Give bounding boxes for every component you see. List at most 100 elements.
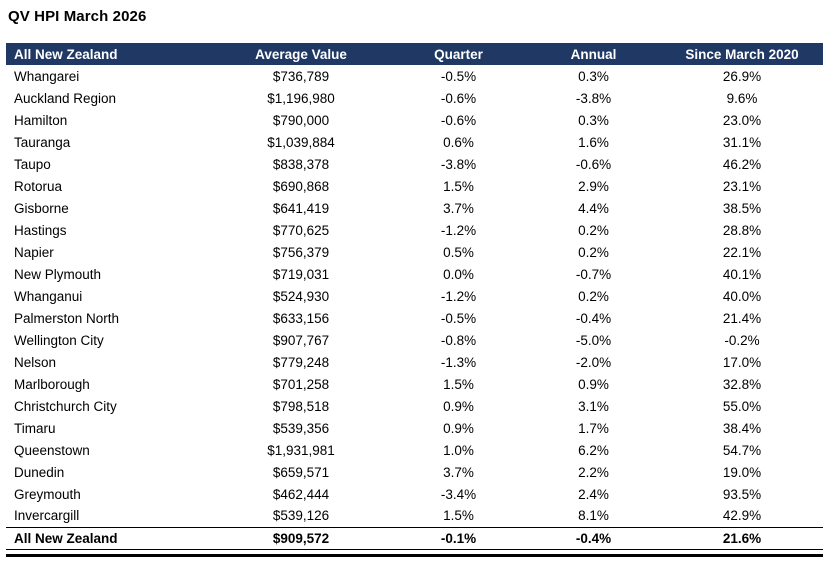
value-cell: -0.6%	[440, 112, 477, 128]
table-row: Gisborne $641,419 3.7% 4.4% 38.5%	[6, 197, 823, 219]
hpi-table: All New Zealand Average Value Quarter Annua…	[6, 43, 823, 550]
table-row: Marlborough $701,258 1.5% 0.9% 32.8%	[6, 373, 823, 395]
value-cell: $1,196,980	[267, 90, 335, 106]
value-cell: -0.2%	[724, 332, 760, 348]
value-cell: 28.8%	[722, 222, 762, 238]
value-cell: $524,930	[272, 288, 330, 304]
value-cell: -3.8%	[440, 156, 477, 172]
value-cell: -5.0%	[575, 332, 612, 348]
value-cell: -0.7%	[575, 266, 612, 282]
region-name-cell: Whanganui	[14, 288, 83, 304]
column-header-4: Since March 2020	[661, 43, 823, 65]
value-cell: 46.2%	[722, 156, 762, 172]
region-name-cell: Nelson	[14, 354, 57, 370]
value-cell: 0.0%	[443, 266, 474, 282]
value-cell: 0.2%	[578, 222, 609, 238]
value-cell: 0.2%	[578, 244, 609, 260]
table-row: Tauranga $1,039,884 0.6% 1.6% 31.1%	[6, 131, 823, 153]
region-name-cell: Napier	[14, 244, 54, 260]
table-row: Invercargill $539,126 1.5% 8.1% 42.9%	[6, 505, 823, 527]
value-cell: 31.1%	[722, 134, 762, 150]
value-cell: 2.4%	[578, 486, 609, 502]
total-value-cell: 21.6%	[661, 526, 823, 550]
value-cell: -1.2%	[440, 288, 477, 304]
value-cell: 2.9%	[578, 178, 609, 194]
value-cell: 0.9%	[443, 420, 474, 436]
value-cell: -0.5%	[440, 310, 477, 326]
value-cell: $659,571	[272, 464, 330, 480]
region-name-cell: Invercargill	[14, 508, 80, 524]
table-row: Queenstown $1,931,981 1.0% 6.2% 54.7%	[6, 439, 823, 461]
value-cell: -0.6%	[575, 156, 612, 172]
value-cell: 1.5%	[443, 178, 474, 194]
value-cell: 26.9%	[722, 68, 762, 84]
value-cell: -3.4%	[440, 486, 477, 502]
value-cell: 1.7%	[578, 420, 609, 436]
value-cell: $736,789	[272, 68, 330, 84]
value-cell: -0.6%	[440, 90, 477, 106]
table-row: Hastings $770,625 -1.2% 0.2% 28.8%	[6, 219, 823, 241]
value-cell: 3.7%	[443, 464, 474, 480]
page-title: QV HPI March 2026	[8, 8, 147, 25]
column-header-3: Annual	[526, 43, 661, 65]
table-row: Dunedin $659,571 3.7% 2.2% 19.0%	[6, 461, 823, 483]
table-row: Rotorua $690,868 1.5% 2.9% 23.1%	[6, 175, 823, 197]
table-row: Auckland Region $1,196,980 -0.6% -3.8% 9.6%	[6, 87, 823, 109]
value-cell: 1.5%	[443, 376, 474, 392]
value-cell: $756,379	[272, 244, 330, 260]
value-cell: $462,444	[272, 486, 330, 502]
value-cell: 54.7%	[722, 442, 762, 458]
total-value-cell: $909,572	[211, 526, 391, 550]
header-row: All New Zealand Average Value Quarter Annua…	[6, 43, 823, 65]
value-cell: 0.5%	[443, 244, 474, 260]
value-cell: 0.9%	[578, 376, 609, 392]
column-header-2: Quarter	[391, 43, 526, 65]
value-cell: 21.4%	[722, 310, 762, 326]
value-cell: 0.3%	[578, 68, 609, 84]
value-cell: 93.5%	[722, 486, 762, 502]
table-row: Palmerston North $633,156 -0.5% -0.4% 21.4%	[6, 307, 823, 329]
value-cell: 55.0%	[722, 398, 762, 414]
region-name-cell: Marlborough	[14, 376, 90, 392]
total-value-cell: -0.4%	[526, 526, 661, 550]
total-row: All New Zealand $909,572 -0.1% -0.4% 21.6%	[6, 526, 823, 550]
value-cell: 17.0%	[722, 354, 762, 370]
value-cell: 22.1%	[722, 244, 762, 260]
value-cell: 23.1%	[722, 178, 762, 194]
value-cell: 42.9%	[722, 508, 762, 524]
region-name-cell: Auckland Region	[14, 90, 117, 106]
table-header: All New Zealand Average Value Quarter Annua…	[6, 43, 823, 65]
total-label-cell: All New Zealand	[6, 526, 211, 550]
region-name-cell: New Plymouth	[14, 266, 102, 282]
value-cell: $539,126	[272, 508, 330, 524]
value-cell: -2.0%	[575, 354, 612, 370]
region-name-cell: Dunedin	[14, 464, 65, 480]
total-value-cell: -0.1%	[391, 526, 526, 550]
region-name-cell: Palmerston North	[14, 310, 120, 326]
value-cell: -0.5%	[440, 68, 477, 84]
table-footer: All New Zealand $909,572 -0.1% -0.4% 21.6%	[6, 526, 823, 550]
table-body: Whangarei $736,789 -0.5% 0.3% 26.9% Auckland …	[6, 65, 823, 527]
value-cell: $690,868	[272, 178, 330, 194]
value-cell: $701,258	[272, 376, 330, 392]
region-name-cell: Christchurch City	[14, 398, 117, 414]
value-cell: $633,156	[272, 310, 330, 326]
region-name-cell: Taupo	[14, 156, 51, 172]
table-row: Whangarei $736,789 -0.5% 0.3% 26.9%	[6, 65, 823, 87]
value-cell: 3.1%	[578, 398, 609, 414]
region-name-cell: Tauranga	[14, 134, 71, 150]
value-cell: 0.6%	[443, 134, 474, 150]
value-cell: $779,248	[272, 354, 330, 370]
region-name-cell: Rotorua	[14, 178, 63, 194]
region-name-cell: Hamilton	[14, 112, 68, 128]
region-name-cell: Hastings	[14, 222, 67, 238]
value-cell: 8.1%	[578, 508, 609, 524]
value-cell: -1.3%	[440, 354, 477, 370]
region-name-cell: Greymouth	[14, 486, 81, 502]
column-header-1: Average Value	[211, 43, 391, 65]
table-row: Taupo $838,378 -3.8% -0.6% 46.2%	[6, 153, 823, 175]
table-row: Hamilton $790,000 -0.6% 0.3% 23.0%	[6, 109, 823, 131]
value-cell: 2.2%	[578, 464, 609, 480]
value-cell: $1,039,884	[267, 134, 335, 150]
value-cell: 38.5%	[722, 200, 762, 216]
